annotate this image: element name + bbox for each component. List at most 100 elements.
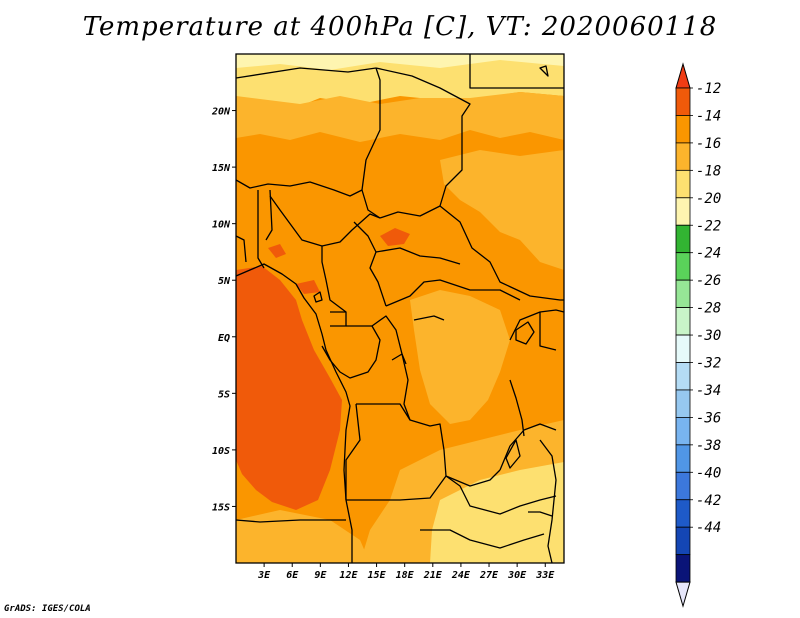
lat-tick-label: 15N (212, 163, 231, 174)
lon-tick-label: 24E (451, 570, 471, 581)
lat-tick-label: 20N (211, 107, 231, 118)
lat-tick-label: 10S (212, 446, 230, 457)
border-line (356, 403, 411, 421)
colorbar-bin (675, 444, 691, 473)
border-line (375, 67, 471, 207)
colorbar-label: -18 (696, 163, 721, 179)
colorbar-label: -16 (696, 136, 721, 152)
coastline (236, 263, 351, 501)
colorbar-bin (675, 115, 691, 144)
colorbar-bin (675, 87, 691, 116)
lat-tick-label: 5S (218, 389, 230, 400)
lake (313, 291, 323, 303)
colorbar-label: -42 (696, 493, 721, 509)
border-line (379, 205, 564, 301)
border-line (499, 423, 557, 471)
longitude-axis: 3E 6E 9E 12E 15E 18E 21E 24E 27E 30E 33E (257, 563, 555, 581)
lake (528, 511, 553, 517)
field-north-mid (236, 92, 564, 142)
colorbar: -12 -14 -16 -18 -20 -22 -24 -26 -28 -30 -32 -34 -36 -… (675, 62, 721, 608)
lon-tick-label: 30E (507, 570, 527, 581)
colorbar-label: -22 (696, 218, 721, 234)
colorbar-bin (675, 526, 691, 556)
field-central-mid (410, 290, 510, 424)
colorbar-top-arrow (675, 62, 691, 89)
colorbar-label: -20 (696, 191, 721, 207)
colorbar-label: -34 (696, 383, 721, 399)
colorbar-label: -36 (696, 410, 721, 426)
colorbar-bin (675, 362, 691, 391)
colorbar-bin (675, 224, 691, 254)
lake (391, 353, 407, 365)
map-plot-area (236, 54, 564, 563)
lon-tick-label: 9E (314, 570, 327, 581)
field-east-mid (440, 150, 564, 270)
map-frame (235, 53, 565, 564)
lon-tick-label: 18E (396, 570, 415, 581)
lon-tick-label: 33E (535, 570, 555, 581)
colorbar-label: -44 (696, 520, 721, 536)
lon-tick-label: 27E (479, 570, 499, 581)
lake (509, 379, 525, 437)
colorbar-bin (675, 471, 691, 501)
colorbar-label: -24 (696, 246, 721, 262)
colorbar-label: -32 (696, 356, 721, 372)
colorbar-bin (675, 334, 691, 363)
colorbar-bin (675, 197, 691, 226)
lon-tick-label: 3E (257, 570, 271, 581)
colorbar-label: -38 (696, 438, 721, 454)
colorbar-bin (675, 389, 691, 418)
colorbar-bin (675, 307, 691, 336)
lon-tick-label: 6E (286, 570, 299, 581)
border-line (330, 311, 347, 327)
lat-tick-label: 10N (212, 220, 231, 231)
latitude-axis: 20N 15N 10N 5N EQ 5S 10S 15S (211, 107, 236, 513)
border-line (385, 279, 521, 307)
colorbar-label: -30 (696, 328, 721, 344)
border-line (445, 475, 557, 515)
field-northern-coolest (236, 54, 564, 70)
colorbar-bottom-arrow (675, 581, 691, 608)
border-line (345, 403, 361, 563)
colorbar-label: -26 (696, 273, 721, 289)
lake (539, 65, 549, 77)
colorbar-bin (675, 416, 691, 446)
map-title: Temperature at 400hPa [C], VT: 202006011… (82, 12, 718, 42)
border-line (361, 67, 381, 219)
border-line (469, 54, 564, 89)
border-line (420, 529, 545, 549)
colorbar-label: -14 (696, 108, 721, 124)
border-line (321, 246, 347, 313)
colorbar-bin (675, 252, 691, 281)
border-line (371, 315, 501, 487)
colorbar-label: -40 (696, 465, 721, 481)
field-warm-spot-1 (380, 228, 410, 246)
colorbar-bin (675, 499, 691, 528)
lon-tick-label: 21E (423, 570, 443, 581)
grads-credit: GrADS: IGES/COLA (4, 604, 91, 614)
border-line (539, 439, 557, 563)
border-line (236, 235, 247, 263)
field-west-warm (236, 266, 342, 510)
border-line (236, 519, 346, 523)
colorbar-label: -28 (696, 301, 721, 317)
border-line (236, 67, 377, 79)
field-south-mid (236, 510, 370, 563)
lon-tick-label: 12E (339, 570, 358, 581)
colorbar-label: -12 (696, 81, 721, 97)
colorbar-bin (675, 554, 691, 583)
colorbar-bin (675, 279, 691, 308)
border-line (353, 221, 387, 307)
lon-tick-label: 15E (368, 570, 387, 581)
lake (515, 321, 535, 345)
colorbar-bin (675, 169, 691, 199)
lat-tick-label: 5N (218, 276, 231, 287)
border-line (375, 247, 461, 265)
border-line (265, 189, 273, 241)
colorbar-bin (675, 142, 691, 171)
field-warm-spot-2 (268, 244, 286, 258)
border-line (236, 179, 363, 197)
lat-tick-label: 15S (212, 502, 230, 513)
border-line (346, 475, 447, 501)
